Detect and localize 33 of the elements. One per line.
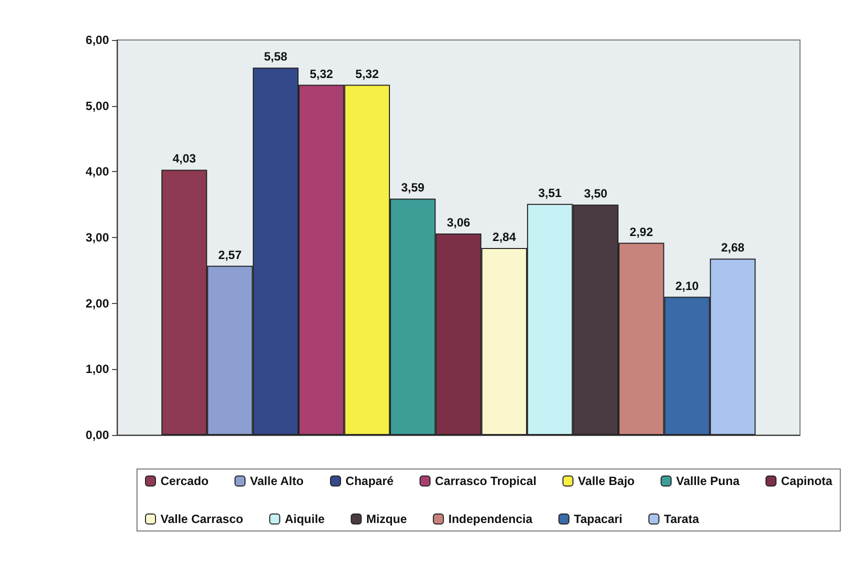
- y-tick-label: 1,00: [86, 362, 110, 376]
- y-tick-label: 0,00: [86, 428, 110, 442]
- legend-label: Tapacari: [574, 512, 622, 526]
- legend-label: Cercado: [160, 474, 209, 488]
- legend-label: Mizque: [366, 512, 408, 526]
- data-label: 4,03: [172, 152, 196, 166]
- data-label: 3,50: [584, 186, 608, 201]
- data-label: 3,51: [538, 186, 562, 200]
- y-tick-label: 4,00: [86, 164, 110, 179]
- y-tick-label: 5,00: [86, 98, 110, 113]
- legend-label: Capinota: [780, 474, 833, 488]
- legend-label: Aiquile: [284, 512, 326, 526]
- data-label: 3,59: [401, 180, 425, 195]
- y-tick-label: 2,00: [86, 296, 110, 310]
- legend-label: Valle Carrasco: [160, 512, 244, 526]
- legend-label: Valle Alto: [250, 474, 304, 488]
- legend-label: Tarata: [664, 512, 700, 526]
- legend-label: Independencia: [448, 512, 533, 526]
- data-label: 2,57: [218, 248, 242, 262]
- legend-label: Vallle Puna: [676, 474, 740, 488]
- data-label: 5,32: [310, 66, 334, 81]
- data-label: 2,92: [630, 224, 654, 239]
- y-tick-label: 6,00: [86, 33, 110, 47]
- data-label: 5,58: [264, 50, 288, 64]
- legend-label: Carrasco Tropical: [435, 474, 536, 488]
- legend-label: Chaparé: [346, 474, 394, 488]
- data-label: 5,32: [355, 66, 380, 81]
- data-label: 2,68: [721, 240, 745, 255]
- legend-label: Valle Bajo: [578, 474, 635, 488]
- y-tick-label: 3,00: [86, 230, 110, 244]
- data-label: 2,84: [492, 230, 516, 244]
- data-label: 3,06: [446, 216, 470, 230]
- data-label: 2,10: [675, 278, 700, 293]
